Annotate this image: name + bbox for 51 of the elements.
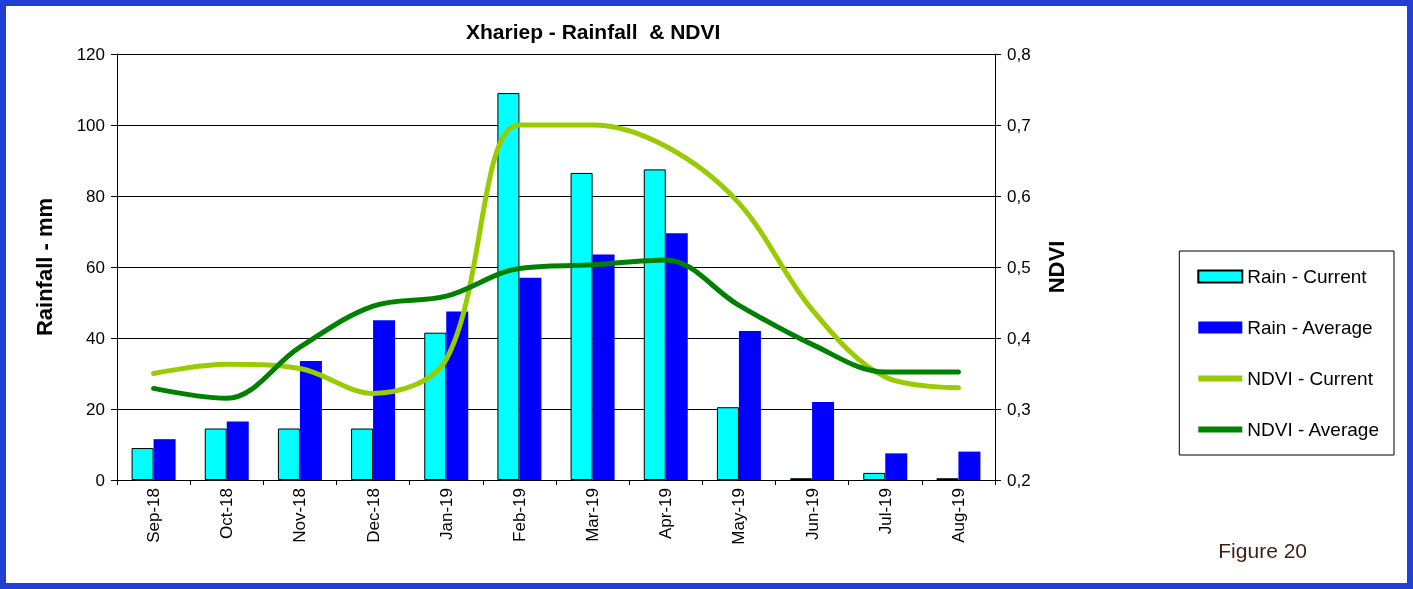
x-tick-label: Sep-18 [144, 488, 164, 543]
x-tick-label: Apr-19 [656, 488, 676, 540]
chart-title: Xhariep - Rainfall & NDVI [466, 20, 721, 43]
bar [299, 361, 322, 480]
bar [863, 472, 886, 480]
x-tick-label: Nov-18 [290, 488, 310, 543]
legend-label: NDVI - Current [1247, 368, 1374, 389]
caption: Figure 20 [1218, 539, 1307, 562]
y2-tick-label: 0,8 [1007, 44, 1031, 64]
x-tick-label: Oct-18 [217, 488, 237, 540]
y2-tick-label: 0,4 [1007, 328, 1031, 348]
bar [519, 277, 542, 480]
bar [812, 401, 835, 480]
x-tick-label: Jul-19 [875, 488, 895, 535]
y-axis-title: Rainfall - mm [31, 197, 57, 337]
y-tick-label: 20 [86, 399, 105, 419]
legend-label: NDVI - Average [1247, 419, 1379, 440]
bar [204, 428, 227, 480]
legend-label: Rain - Current [1247, 266, 1368, 287]
y-tick-label: 100 [76, 115, 105, 135]
x-tick-label: Feb-19 [509, 488, 529, 542]
y-tick-label: 0 [95, 470, 105, 490]
y-tick-label: 120 [76, 44, 105, 64]
x-tick-label: May-19 [729, 488, 749, 545]
bar [351, 428, 374, 480]
x-tick-label: Aug-19 [948, 488, 968, 543]
bar [446, 311, 469, 480]
x-tick-label: Jun-19 [802, 488, 822, 540]
y2-tick-label: 0,2 [1007, 470, 1031, 490]
bar [958, 451, 981, 480]
bar [226, 421, 249, 480]
bar [373, 320, 396, 480]
x-tick-label: Mar-19 [583, 488, 603, 542]
bar [665, 233, 688, 480]
bar [885, 453, 908, 480]
y2-tick-label: 0,7 [1007, 115, 1031, 135]
y-tick-label: 80 [86, 186, 105, 206]
x-tick-label: Dec-18 [363, 488, 383, 543]
bar [592, 254, 615, 480]
y-tick-label: 60 [86, 257, 105, 277]
y2-tick-label: 0,3 [1007, 399, 1031, 419]
y2-axis-title: NDVI [1043, 240, 1069, 294]
bar [738, 330, 761, 480]
y2-tick-label: 0,6 [1007, 186, 1031, 206]
x-tick-label: Jan-19 [436, 488, 456, 540]
y2-tick-label: 0,5 [1007, 257, 1031, 277]
bar [277, 428, 300, 480]
legend-label: Rain - Average [1247, 317, 1373, 338]
bar [131, 448, 154, 480]
bar [153, 439, 176, 480]
y-tick-label: 40 [86, 328, 105, 348]
